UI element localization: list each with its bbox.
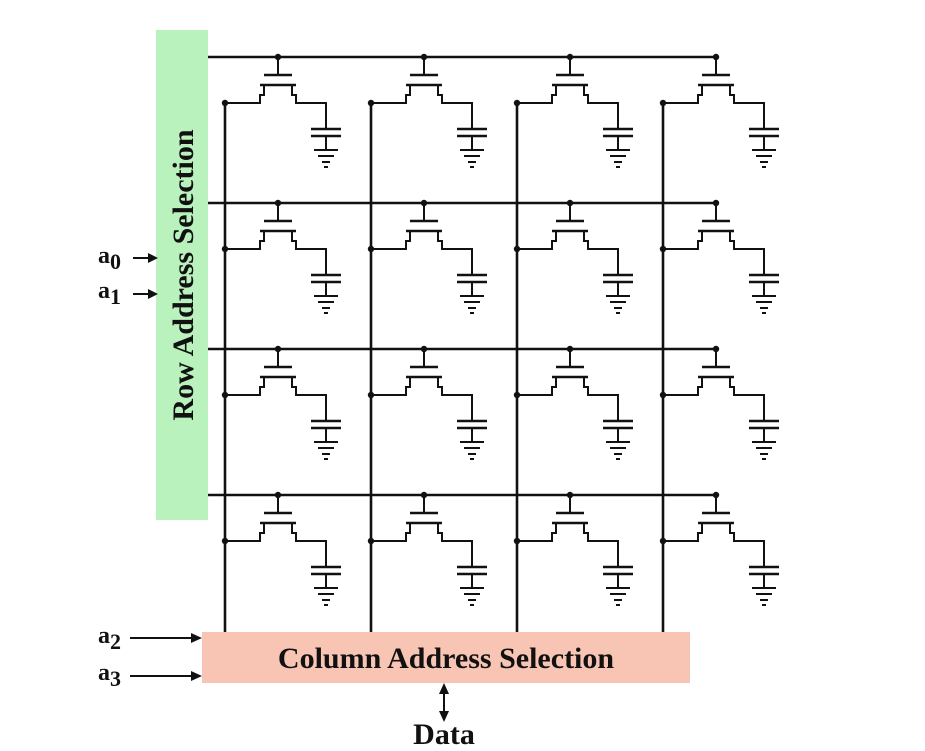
input-a3-label: a3 xyxy=(98,660,121,691)
memory-cell xyxy=(221,199,341,314)
memory-cell xyxy=(513,491,633,606)
column-address-block-fill xyxy=(202,632,690,683)
bit-line-junction xyxy=(659,391,667,399)
memory-cell xyxy=(367,491,487,606)
bit-line-junction xyxy=(221,99,229,107)
memory-cell xyxy=(367,199,487,314)
row-address-inputs: a0 a1 xyxy=(98,243,158,309)
memory-cell xyxy=(513,53,633,168)
memory-cell xyxy=(659,345,779,460)
bit-line-junction xyxy=(513,99,521,107)
data-io-arrow xyxy=(439,683,449,722)
column-address-selection-label: Column Address Selection xyxy=(278,642,614,675)
input-a2-arrow xyxy=(130,633,202,643)
bit-line-junction xyxy=(367,99,375,107)
memory-cell xyxy=(513,199,633,314)
input-a1-label: a1 xyxy=(98,278,121,309)
bit-line-junction xyxy=(513,537,521,545)
bit-line-junction xyxy=(513,391,521,399)
input-a3-arrow xyxy=(130,671,202,681)
bit-line-junction xyxy=(221,537,229,545)
input-a0-label: a0 xyxy=(98,243,121,274)
memory-cell xyxy=(367,345,487,460)
memory-cell xyxy=(659,199,779,314)
bit-line-junction xyxy=(221,245,229,253)
column-address-inputs: a2 a3 xyxy=(98,623,202,691)
bit-line-junction xyxy=(659,99,667,107)
bit-line-junction xyxy=(221,391,229,399)
column-address-selection-block: Column Address Selection xyxy=(202,632,690,683)
bit-line-junction xyxy=(659,245,667,253)
memory-cell xyxy=(659,491,779,606)
bit-line-junction xyxy=(367,245,375,253)
input-a2-label: a2 xyxy=(98,623,121,654)
bit-line-junction xyxy=(367,537,375,545)
row-address-selection-block: Row Address Selection xyxy=(156,30,208,520)
memory-cell xyxy=(221,53,341,168)
bit-line-junction xyxy=(659,537,667,545)
data-label: Data xyxy=(413,718,475,751)
memory-cell xyxy=(221,345,341,460)
bit-line-junction xyxy=(367,391,375,399)
input-a0-arrow xyxy=(133,253,158,263)
input-a1-arrow xyxy=(133,289,158,299)
memory-cell xyxy=(367,53,487,168)
memory-cell xyxy=(513,345,633,460)
bit-line-junction xyxy=(513,245,521,253)
memory-cell xyxy=(659,53,779,168)
row-address-block-fill xyxy=(156,30,208,520)
memory-cell xyxy=(221,491,341,606)
memory-cell-array xyxy=(208,53,779,632)
row-address-selection-label: Row Address Selection xyxy=(167,129,200,420)
